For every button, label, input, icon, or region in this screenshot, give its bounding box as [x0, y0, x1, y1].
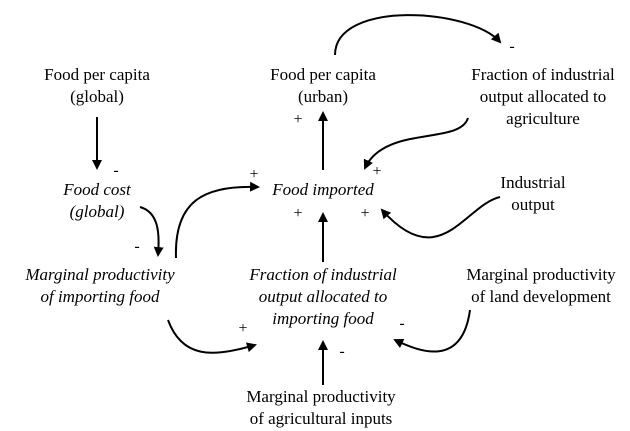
polarity-sign: - — [509, 38, 514, 55]
node-label: Food cost — [62, 180, 132, 199]
polarity-sign: + — [249, 166, 258, 183]
node-label: (urban) — [298, 87, 348, 106]
arrow — [363, 117, 469, 170]
node-label: agriculture — [506, 109, 580, 128]
polarity-sign: - — [339, 343, 344, 360]
polarity-sign: - — [399, 315, 404, 332]
arrow — [139, 206, 164, 257]
node-label: Marginal productivity — [246, 387, 396, 406]
node-label: Industrial — [500, 173, 565, 192]
node-label: Food per capita — [270, 65, 376, 84]
node-label: of land development — [471, 287, 611, 306]
arrow — [380, 196, 501, 239]
signs: - - + + - + + + + - - — [113, 38, 514, 360]
arrow — [167, 319, 257, 354]
polarity-sign: - — [113, 162, 118, 179]
arrow — [393, 309, 471, 353]
node-label: output allocated to — [259, 287, 387, 306]
arrow — [174, 181, 260, 259]
node-label: Marginal productivity — [24, 265, 175, 284]
polarity-sign: + — [293, 205, 302, 222]
node-label: of importing food — [40, 287, 160, 306]
polarity-sign: - — [134, 238, 139, 255]
polarity-sign: + — [238, 320, 247, 337]
polarity-sign: + — [360, 205, 369, 222]
polarity-sign: + — [293, 111, 302, 128]
node-label: output — [511, 195, 555, 214]
nodes: Food per capita (global) Food per capita (u… — [24, 65, 616, 428]
node-label: Food imported — [271, 180, 374, 199]
node-label: Marginal productivity — [466, 265, 616, 284]
polarity-sign: + — [372, 163, 381, 180]
node-label: output allocated to — [480, 87, 607, 106]
node-label: Fraction of industrial — [248, 265, 397, 284]
node-label: of agricultural inputs — [250, 409, 393, 428]
arrow — [334, 14, 502, 56]
node-label: (global) — [70, 202, 125, 221]
node-label: Food per capita — [44, 65, 150, 84]
node-label: importing food — [272, 309, 374, 328]
node-label: Fraction of industrial — [471, 65, 615, 84]
node-label: (global) — [70, 87, 124, 106]
